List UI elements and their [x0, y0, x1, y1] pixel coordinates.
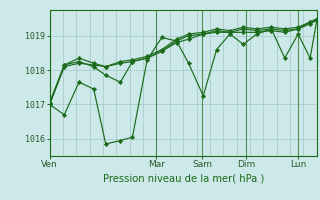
X-axis label: Pression niveau de la mer( hPa ): Pression niveau de la mer( hPa ): [103, 173, 264, 183]
